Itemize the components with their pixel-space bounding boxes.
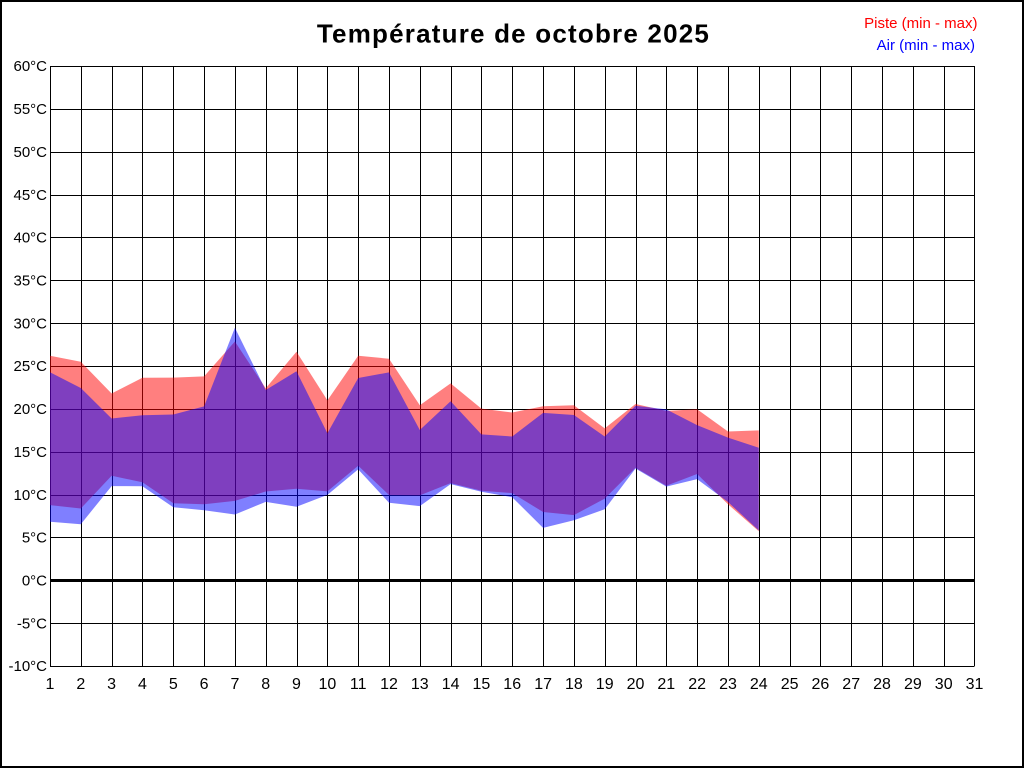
svg-text:12: 12 xyxy=(380,676,398,693)
svg-text:20: 20 xyxy=(627,676,645,693)
svg-text:4: 4 xyxy=(138,676,147,693)
svg-text:22: 22 xyxy=(688,676,706,693)
svg-text:3: 3 xyxy=(107,676,116,693)
svg-text:6: 6 xyxy=(200,676,209,693)
svg-text:-5°C: -5°C xyxy=(17,615,47,632)
svg-text:30: 30 xyxy=(935,676,953,693)
svg-text:23: 23 xyxy=(719,676,737,693)
svg-text:2: 2 xyxy=(76,676,85,693)
svg-text:5: 5 xyxy=(169,676,178,693)
svg-text:5°C: 5°C xyxy=(22,530,47,547)
svg-text:29: 29 xyxy=(904,676,922,693)
svg-text:14: 14 xyxy=(442,676,460,693)
svg-text:Température de octobre 2025: Température de octobre 2025 xyxy=(317,19,710,49)
svg-text:1: 1 xyxy=(46,676,55,693)
svg-text:13: 13 xyxy=(411,676,429,693)
svg-text:10°C: 10°C xyxy=(13,487,47,504)
svg-text:7: 7 xyxy=(230,676,239,693)
svg-text:9: 9 xyxy=(292,676,301,693)
svg-text:16: 16 xyxy=(503,676,521,693)
svg-text:60°C: 60°C xyxy=(13,58,47,75)
svg-text:Air (min - max): Air (min - max) xyxy=(877,37,975,54)
svg-text:35°C: 35°C xyxy=(13,273,47,290)
svg-text:10: 10 xyxy=(319,676,337,693)
svg-text:15: 15 xyxy=(473,676,491,693)
svg-text:-10°C: -10°C xyxy=(8,658,47,675)
svg-text:11: 11 xyxy=(350,676,367,693)
svg-text:20°C: 20°C xyxy=(13,401,47,418)
svg-text:25°C: 25°C xyxy=(13,358,47,375)
svg-text:19: 19 xyxy=(596,676,614,693)
svg-text:30°C: 30°C xyxy=(13,315,47,332)
svg-text:25: 25 xyxy=(781,676,799,693)
svg-text:40°C: 40°C xyxy=(13,230,47,247)
svg-text:27: 27 xyxy=(842,676,860,693)
svg-text:17: 17 xyxy=(534,676,552,693)
svg-text:15°C: 15°C xyxy=(13,444,47,461)
svg-text:8: 8 xyxy=(261,676,270,693)
svg-text:24: 24 xyxy=(750,676,768,693)
svg-text:50°C: 50°C xyxy=(13,144,47,161)
svg-text:28: 28 xyxy=(873,676,891,693)
svg-text:55°C: 55°C xyxy=(13,101,47,118)
svg-text:Piste (min - max): Piste (min - max) xyxy=(864,15,977,32)
svg-text:0°C: 0°C xyxy=(22,573,47,590)
svg-text:21: 21 xyxy=(657,676,675,693)
svg-text:18: 18 xyxy=(565,676,583,693)
svg-text:26: 26 xyxy=(812,676,830,693)
svg-text:45°C: 45°C xyxy=(13,187,47,204)
svg-text:31: 31 xyxy=(966,676,984,693)
